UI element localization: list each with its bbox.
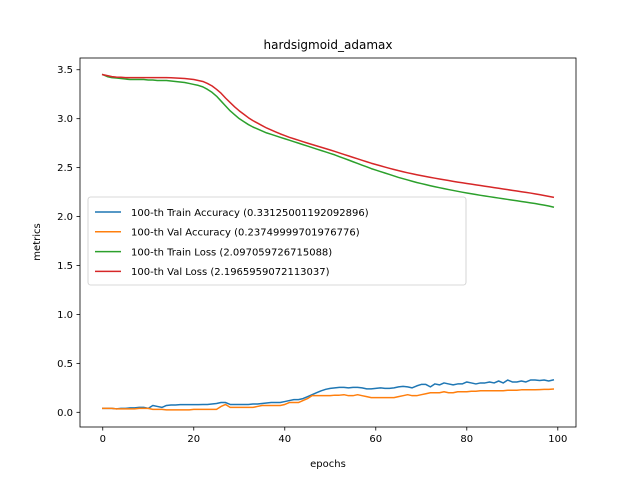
y-tick-label: 2.5: [57, 163, 73, 174]
y-tick-label: 0.5: [57, 359, 73, 370]
axes-frame: [79, 57, 577, 428]
y-tick-label: 3.5: [57, 65, 73, 76]
legend-entry-label: 100-th Val Accuracy (0.23749999701976776…: [131, 228, 360, 239]
legend: 100-th Train Accuracy (0.331250011920928…: [87, 196, 467, 286]
series-line-1: [102, 388, 555, 411]
legend-entry-label: 100-th Val Loss (2.1965959072113037): [131, 267, 330, 278]
x-tick-label: 20: [187, 434, 200, 445]
series-line-2: [101, 73, 555, 208]
y-tick-label: 2.0: [57, 212, 73, 223]
series-line-3: [101, 73, 555, 199]
plot-area: 0 20 40 60 80 100 0.0 0.5 1.0 1.5 2.0 2.5 3.0 3.5: [57, 57, 577, 445]
y-tick-label: 0.0: [57, 408, 73, 419]
x-tick-label: 100: [548, 434, 567, 445]
chart-title: hardsigmoid_adamax: [264, 38, 393, 52]
legend-entry-label: 100-th Train Loss (2.097059726715088): [131, 247, 332, 258]
legend-box: [87, 196, 467, 286]
x-axis-label: epochs: [310, 459, 346, 470]
y-tick-label: 3.0: [57, 114, 73, 125]
y-tick-label: 1.0: [57, 310, 73, 321]
x-tick-label: 0: [100, 434, 106, 445]
series-line-0: [102, 379, 555, 410]
y-tick-label: 1.5: [57, 261, 73, 272]
x-tick-label: 80: [460, 434, 473, 445]
x-tick-label: 40: [278, 434, 291, 445]
x-tick-label: 60: [369, 434, 382, 445]
legend-entry-label: 100-th Train Accuracy (0.331250011920928…: [131, 208, 369, 219]
y-axis-label: metrics: [32, 223, 43, 260]
